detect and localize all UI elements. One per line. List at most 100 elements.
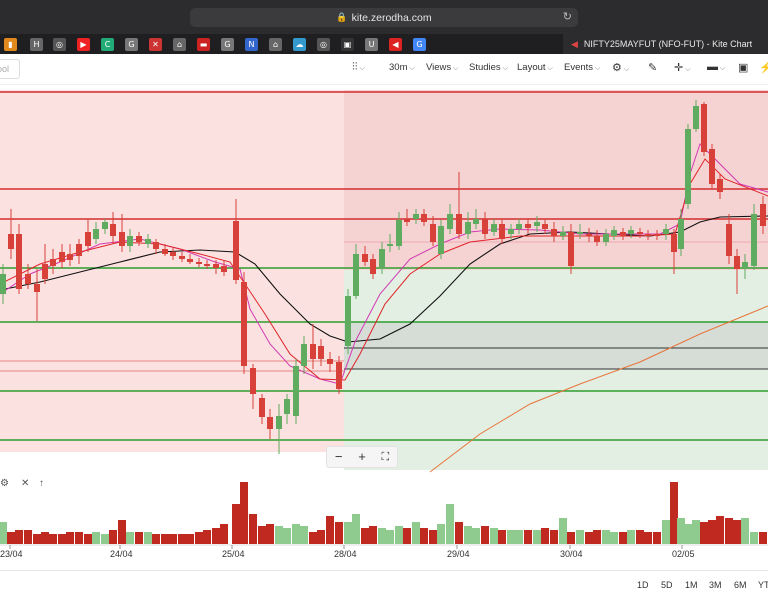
candle-body (534, 222, 540, 226)
volume-bar (335, 522, 343, 544)
candle-body (93, 229, 99, 239)
candle-body (259, 398, 265, 417)
candle-body (42, 264, 48, 279)
volume-bar (195, 532, 203, 544)
range-1m-button[interactable]: 1M (685, 580, 698, 590)
candle-body (221, 266, 227, 272)
tab-favicon-icon[interactable]: ✕ (149, 38, 162, 51)
candle-body (568, 232, 574, 266)
studies-dropdown[interactable]: Studies ⌵ (469, 62, 508, 73)
candle-body (491, 224, 497, 232)
candle-body (362, 254, 368, 262)
candle-body (709, 149, 715, 184)
volume-bar (232, 504, 240, 544)
volume-bar (472, 528, 480, 544)
candle-body (620, 232, 626, 236)
events-dropdown[interactable]: Events ⌵ (564, 62, 601, 73)
range-5d-button[interactable]: 5D (661, 580, 673, 590)
volume-bar (58, 534, 66, 544)
volume-bar (490, 528, 498, 544)
panel-icon[interactable]: ▣ (738, 62, 749, 74)
interval-dropdown[interactable]: 30m ⌵ (389, 62, 415, 73)
views-dropdown[interactable]: Views ⌵ (426, 62, 459, 73)
tab-favicon-icon[interactable]: ▶ (77, 38, 90, 51)
zoom-out-button[interactable]: − (334, 449, 343, 464)
volume-bar (344, 522, 352, 544)
tab-favicon-icon[interactable]: ◎ (317, 38, 330, 51)
symbol-input[interactable]: ool (0, 59, 20, 79)
layout-label: Layout (517, 62, 546, 73)
gear-icon[interactable]: ⚙ (0, 478, 9, 489)
candle-body (560, 232, 566, 236)
candle-body (671, 234, 677, 252)
events-label: Events (564, 62, 594, 73)
volume-bar (118, 520, 126, 544)
tab-favicon-icon[interactable]: ☁ (293, 38, 306, 51)
volume-bar (309, 532, 317, 544)
volume-bar (670, 482, 678, 544)
tab-favicon-icon[interactable]: G (125, 38, 138, 51)
volume-bar (75, 532, 83, 544)
volume-bar (135, 532, 143, 544)
tab-favicon-icon[interactable]: ▣ (341, 38, 354, 51)
tab-favicon-icon[interactable]: G (221, 38, 234, 51)
tab-favicon-icon[interactable]: ⌂ (173, 38, 186, 51)
tab-favicon-icon[interactable]: ◀ (389, 38, 402, 51)
candle-body (701, 104, 707, 152)
close-icon[interactable]: ✕ (21, 478, 30, 489)
candle-body (59, 252, 65, 262)
candle-body (717, 179, 723, 192)
volume-bar (126, 532, 134, 544)
tab-favicon-icon[interactable]: N (245, 38, 258, 51)
range-3m-button[interactable]: 3M (709, 580, 722, 590)
arrow-up-icon[interactable]: ↑ (39, 478, 44, 489)
volume-bar (644, 532, 652, 544)
tab-favicon-icon[interactable]: C (101, 38, 114, 51)
tab-favicon-icon[interactable]: ▮ (4, 38, 17, 51)
range-6m-button[interactable]: 6M (734, 580, 747, 590)
zoom-in-button[interactable]: + (358, 449, 366, 464)
volume-bar (258, 526, 266, 544)
volume-bar (610, 532, 618, 544)
views-label: Views (426, 62, 452, 73)
candle-body (353, 254, 359, 296)
volume-bar (186, 534, 194, 544)
candle-body (119, 232, 125, 246)
gear-icon[interactable]: ⚙ ⌵ (612, 62, 630, 74)
volume-bar (66, 532, 74, 544)
tab-favicon-icon[interactable]: G (413, 38, 426, 51)
tab-favicon-icon[interactable]: H (30, 38, 43, 51)
candle-body (685, 129, 691, 204)
volume-bar (84, 534, 92, 544)
candle-body (284, 399, 290, 414)
tab-favicon-icon[interactable]: ◎ (53, 38, 66, 51)
tab-favicon-icon[interactable]: U (365, 38, 378, 51)
layout-dropdown[interactable]: Layout ⌵ (517, 62, 553, 73)
candle-body (196, 262, 202, 264)
active-tab[interactable]: ◀ NIFTY25MAYFUT (NFO-FUT) - Kite Chart (563, 34, 768, 54)
address-bar[interactable]: 🔒 kite.zerodha.com ↻ (190, 8, 578, 27)
tab-favicon-icon: ◀ (571, 38, 578, 49)
candle-body (525, 224, 531, 228)
volume-bar (326, 516, 334, 544)
candle-body (318, 346, 324, 359)
tab-favicon-icon[interactable]: ▬ (197, 38, 210, 51)
comment-icon[interactable]: ▬ ⌵ (707, 61, 726, 73)
volume-bar (369, 526, 377, 544)
volume-bar (741, 518, 749, 544)
bolt-icon[interactable]: ⚡ (759, 62, 768, 74)
volume-bar (249, 514, 257, 544)
tab-favicon-icon[interactable]: ⌂ (269, 38, 282, 51)
volume-bar (759, 532, 767, 544)
candle-body (50, 259, 56, 266)
fullscreen-button[interactable]: ⛶ (381, 451, 390, 463)
candlestick-icon[interactable]: ⫶⫶ ⌵ (352, 61, 365, 73)
candle-body (628, 230, 634, 234)
range-ytd-button[interactable]: YT (758, 580, 768, 590)
reload-icon[interactable]: ↻ (562, 11, 572, 23)
zoom-controls: − + ⛶ (326, 446, 398, 468)
price-chart[interactable]: 23/04 24/04 25/04 28/04 29/04 30/04 02/05 (0, 84, 768, 570)
range-1d-button[interactable]: 1D (637, 580, 649, 590)
crosshair-icon[interactable]: ✛ ⌵ (674, 62, 691, 74)
pencil-icon[interactable]: ✎ (648, 62, 658, 74)
